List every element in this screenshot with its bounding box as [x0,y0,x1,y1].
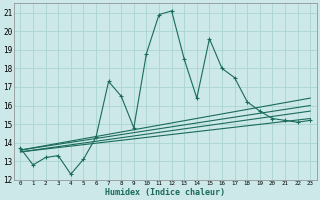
X-axis label: Humidex (Indice chaleur): Humidex (Indice chaleur) [105,188,225,197]
